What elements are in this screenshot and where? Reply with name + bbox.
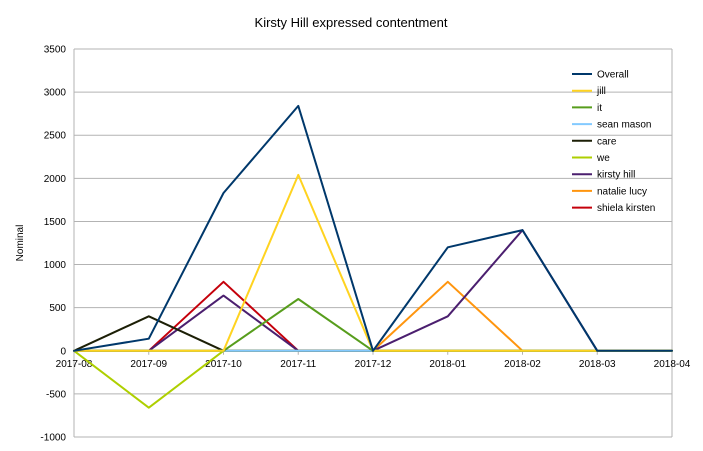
x-tick-label: 2018-02 <box>504 359 541 370</box>
x-tick-label: 2017-10 <box>205 359 242 370</box>
legend-label: shiela kirsten <box>597 203 655 214</box>
x-tick-label: 2018-03 <box>579 359 616 370</box>
legend-label: it <box>597 103 602 114</box>
series-line <box>73 315 673 352</box>
legend-label: jill <box>596 86 606 97</box>
y-tick-label: 500 <box>49 303 66 314</box>
legend-label: Overall <box>597 70 629 81</box>
x-tick-label: 2017-11 <box>280 359 316 370</box>
x-tick-label: 2017-12 <box>355 359 392 370</box>
legend: Overall jill it sean mason care we kirsty hill… <box>572 70 655 214</box>
x-tick-label: 2017-09 <box>130 359 167 370</box>
x-tick-label: 2017-08 <box>56 359 93 370</box>
series-line <box>73 104 673 352</box>
y-axis-label: Nominal <box>15 225 26 262</box>
y-tick-label: -1000 <box>40 433 66 444</box>
legend-label: natalie lucy <box>597 186 647 197</box>
legend-label: care <box>597 136 617 147</box>
y-tick-labels: -1000 -500 0 500 1000 1500 2000 2500 3000 3500 <box>40 45 66 444</box>
chart-title: Kirsty Hill expressed contentment <box>255 15 448 30</box>
x-tick-labels: 2017-08 2017-09 2017-10 2017-11 2017-12 2018-… <box>56 350 691 370</box>
x-tick-label: 2018-01 <box>429 359 466 370</box>
legend-label: sean mason <box>597 120 651 131</box>
y-tick-label: 3500 <box>44 45 67 56</box>
series-lines <box>73 104 673 409</box>
series-line <box>73 229 673 352</box>
x-tick-label: 2018-04 <box>654 359 691 370</box>
y-tick-label: 1000 <box>44 260 67 271</box>
y-tick-label: 1500 <box>44 217 67 228</box>
series-line <box>73 173 673 352</box>
y-tick-label: -500 <box>46 389 66 400</box>
legend-label: we <box>596 153 610 164</box>
y-tick-label: 2000 <box>44 174 67 185</box>
y-tick-label: 2500 <box>44 131 67 142</box>
legend-label: kirsty hill <box>597 170 635 181</box>
y-tick-label: 0 <box>60 346 66 357</box>
y-tick-label: 3000 <box>44 88 67 99</box>
